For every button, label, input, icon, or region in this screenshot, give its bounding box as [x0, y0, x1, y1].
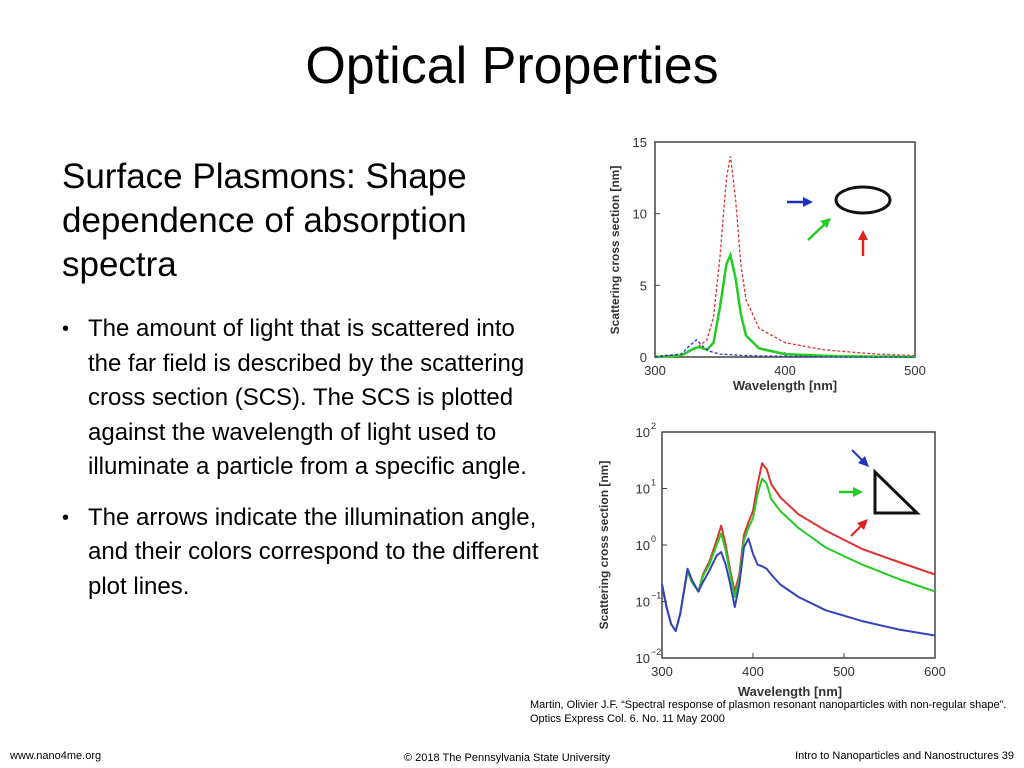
- scs-linear-chart: 300 400 500 0 5 10 15 Scattering cross section…: [608, 135, 926, 393]
- bullet-icon: •: [62, 318, 70, 340]
- series-line: [654, 251, 916, 359]
- series-line: [654, 156, 916, 357]
- slide-title: Optical Properties: [305, 37, 719, 95]
- triangle-shape-icon: [873, 468, 921, 515]
- blue-arrow-icon: [787, 197, 813, 207]
- y-axis-label: Scattering cross section [nm]: [597, 461, 611, 630]
- bullet-item: • The arrows indicate the illumination a…: [62, 501, 552, 605]
- x-axis-label: Wavelength [nm]: [733, 378, 837, 393]
- x-axis-label: Wavelength [nm]: [738, 684, 842, 699]
- y-tick-label: 10: [636, 425, 650, 440]
- plot-frame: [661, 431, 936, 659]
- bullet-text: The arrows indicate the illumination ang…: [88, 503, 539, 600]
- bullet-item: • The amount of light that is scattered …: [62, 312, 552, 485]
- y-tick-exponent: 2: [651, 421, 656, 431]
- series-line: [654, 338, 915, 358]
- y-tick-label: 10: [633, 207, 647, 222]
- slide-subtitle: Surface Plasmons: Shape dependence of ab…: [62, 157, 467, 284]
- bullet-list: • The amount of light that is scattered …: [62, 312, 552, 620]
- green-arrow-icon: [807, 218, 831, 241]
- footer-copyright: © 2018 The Pennsylvania State University: [404, 752, 611, 764]
- x-tick-label: 300: [644, 363, 666, 378]
- footer-website: www.nano4me.org: [10, 750, 102, 762]
- bullet-icon: •: [62, 506, 70, 529]
- y-axis-label: Scattering cross section [nm]: [608, 166, 622, 335]
- x-tick-label: 400: [742, 664, 764, 679]
- x-tick-label: 500: [904, 363, 926, 378]
- x-tick-label: 500: [833, 664, 855, 679]
- x-tick-label: 300: [651, 664, 673, 679]
- series-line: [661, 537, 936, 637]
- y-tick-exponent: −1: [651, 591, 661, 601]
- y-tick-exponent: −2: [651, 647, 661, 657]
- blue-arrow-icon: [851, 449, 869, 467]
- y-tick-label: 10: [636, 538, 650, 553]
- y-tick-label: 10: [636, 482, 650, 497]
- citation: Martin, Olivier J.F. “Spectral response …: [530, 699, 1007, 725]
- y-tick-label: 10: [636, 595, 650, 610]
- red-arrow-icon: [858, 230, 868, 256]
- y-tick-label: 0: [640, 350, 647, 365]
- footer-course: Intro to Nanoparticles and Nanostructure…: [795, 750, 1014, 762]
- plot-frame: [654, 141, 916, 358]
- y-tick-label: 15: [633, 135, 647, 150]
- ellipse-shape-icon: [834, 185, 892, 215]
- bullet-text: The amount of light that is scattered in…: [88, 315, 527, 480]
- x-tick-label: 600: [924, 664, 946, 679]
- red-arrow-icon: [850, 519, 868, 537]
- green-arrow-icon: [839, 487, 863, 497]
- y-tick-label: 10: [636, 651, 650, 666]
- y-tick-exponent: 1: [651, 478, 656, 488]
- y-tick-label: 5: [640, 278, 647, 293]
- x-tick-label: 400: [774, 363, 796, 378]
- y-tick-exponent: 0: [651, 534, 656, 544]
